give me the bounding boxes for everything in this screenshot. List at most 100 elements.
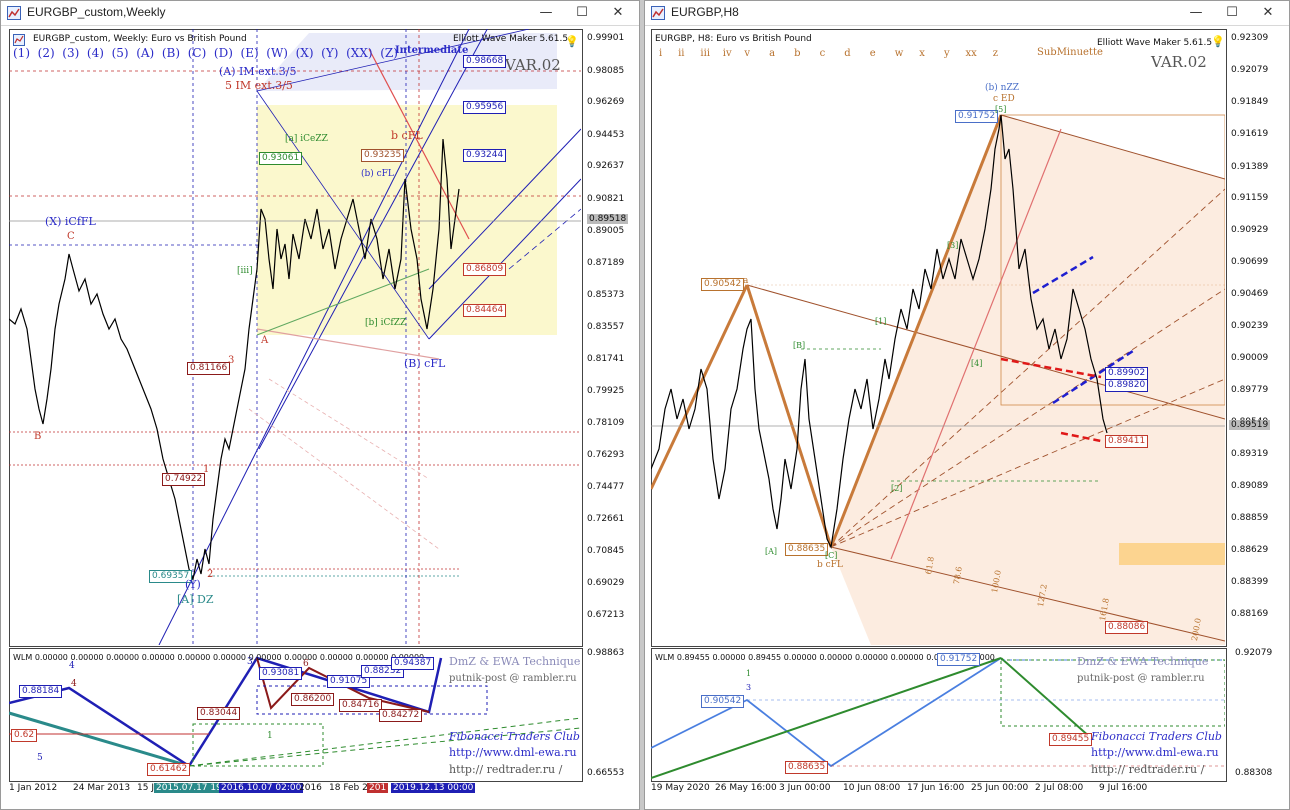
price-tick: 0.90929 (1231, 225, 1269, 235)
wlm-axis-top: 0.98863 (587, 648, 625, 658)
credit-technique: DmZ & EWA Technique (449, 655, 581, 668)
time-tick: 26 May 16:00 (715, 783, 777, 793)
close-button[interactable]: ✕ (612, 5, 624, 20)
indicator-name: Elliott Wave Maker 5.61.5 (1097, 38, 1213, 48)
time-tick: 2015.07.17 19: (154, 783, 227, 793)
wave-btn-d[interactable]: (D) (213, 46, 233, 60)
wave-btn-e[interactable]: (E) (240, 46, 259, 60)
wave-btn-iii[interactable]: iii (700, 48, 711, 59)
price-box: 0.88086 (1105, 621, 1149, 634)
wave-btn-3[interactable]: (3) (62, 46, 80, 60)
wlm-box: 0.84272 (379, 709, 423, 722)
current-price-label: 0.89518 (587, 214, 629, 224)
time-tick: 19 May 2020 (651, 783, 710, 793)
left-time-axis: 1 Jan 2012 24 Mar 2013 15 J 2015.07.17 1… (9, 782, 581, 796)
credit-url-2[interactable]: http:// redtrader.ru / (1091, 763, 1205, 776)
price-tick: 0.89005 (587, 226, 625, 236)
price-tick: 0.89779 (1231, 385, 1269, 395)
wave-label: b cFL (391, 129, 423, 142)
price-box: 0.69357 (149, 570, 193, 583)
right-title-bar[interactable]: EURGBP,H8 — ☐ ✕ (645, 1, 1289, 26)
wave-btn-4[interactable]: (4) (86, 46, 104, 60)
wave-btn-c[interactable]: (C) (187, 46, 207, 60)
wlm-number: 4 (71, 679, 77, 689)
bulb-icon: 💡 (565, 36, 579, 48)
wlm-box: 0.88184 (19, 685, 63, 698)
current-price-label: 0.89519 (1229, 420, 1271, 430)
wlm-box: 0.86200 (291, 693, 335, 706)
credit-url-1[interactable]: http://www.dml-ewa.ru (1091, 746, 1219, 759)
maximize-button[interactable]: ☐ (576, 5, 588, 20)
wave-btn-e[interactable]: e (869, 48, 876, 59)
credit-technique: DmZ & EWA Technique (1077, 655, 1209, 668)
wave-label: 3 (228, 355, 235, 366)
time-tick: 1 Jan 2012 (9, 783, 58, 793)
credit-email: putnik-post @ rambler.ru (449, 673, 577, 684)
price-box: 0.74922 (162, 473, 206, 486)
time-tick: 17 Jun 16:00 (907, 783, 965, 793)
price-tick: 0.85373 (587, 290, 625, 300)
wave-btn-b[interactable]: b (794, 48, 801, 59)
right-price-axis: 0.92309 0.92079 0.91849 0.91619 0.91389 … (1227, 29, 1287, 645)
left-chart-drawing (9, 29, 581, 645)
price-tick: 0.74477 (587, 482, 625, 492)
wave-btn-v[interactable]: v (744, 48, 750, 59)
wave-label: (b) nZZ (985, 83, 1019, 93)
wave-btn-w[interactable]: (W) (266, 46, 288, 60)
wave-btn-xx[interactable]: xx (965, 48, 977, 59)
wave-btn-5[interactable]: (5) (111, 46, 129, 60)
price-tick: 0.67213 (587, 610, 625, 620)
price-box: 0.88635 (785, 543, 829, 556)
chart-header: EURGBP, H8: Euro vs British Pound (655, 34, 812, 44)
wave-btn-d[interactable]: d (844, 48, 851, 59)
maximize-button[interactable]: ☐ (1226, 5, 1238, 20)
wave-btn-b[interactable]: (B) (161, 46, 181, 60)
wave-btn-x[interactable]: (X) (295, 46, 314, 60)
wlm-number: 3 (746, 683, 752, 692)
wave-btn-y[interactable]: (Y) (321, 46, 339, 60)
price-tick: 0.91849 (1231, 97, 1269, 107)
wave-btn-z[interactable]: (Z) (380, 46, 398, 60)
wave-btn-z[interactable]: z (992, 48, 998, 59)
price-box: 0.93235 (361, 149, 405, 162)
price-box: 0.84464 (463, 304, 507, 317)
wave-btn-iv[interactable]: iv (722, 48, 732, 59)
wave-btn-w[interactable]: w (894, 48, 904, 59)
credit-url-1[interactable]: http://www.dml-ewa.ru (449, 746, 577, 759)
price-tick: 0.92079 (1231, 65, 1269, 75)
time-tick: 3 Jun 00:00 (779, 783, 831, 793)
wave-btn-ii[interactable]: ii (678, 48, 685, 59)
wave-label: B (34, 431, 42, 442)
price-box: 0.81166 (187, 362, 231, 375)
wave-btn-1[interactable]: (1) (13, 46, 30, 60)
close-button[interactable]: ✕ (1262, 5, 1274, 20)
wave-label: [C] (825, 551, 838, 560)
minimize-button[interactable]: — (1189, 5, 1203, 20)
price-tick: 0.69029 (587, 578, 625, 588)
time-tick: 25 Jun 00:00 (971, 783, 1029, 793)
wave-btn-i[interactable]: i (659, 48, 663, 59)
price-tick: 0.90469 (1231, 289, 1269, 299)
minimize-button[interactable]: — (539, 5, 553, 20)
left-title-bar[interactable]: EURGBP_custom,Weekly — ☐ ✕ (1, 1, 639, 26)
wave-label: [1] (875, 317, 887, 326)
price-tick: 0.99901 (587, 33, 625, 43)
wlm-indicator-panel[interactable] (651, 648, 1227, 782)
wlm-number: 5 (37, 753, 43, 763)
wave-btn-x[interactable]: x (919, 48, 925, 59)
chart-app-icon (13, 34, 25, 46)
credit-url-2[interactable]: http:// redtrader.ru / (449, 763, 563, 776)
wave-btn-xx[interactable]: (XX) (346, 46, 373, 60)
price-tick: 0.83557 (587, 322, 625, 332)
left-wave-buttons[interactable]: (1) (2) (3) (4) (5) (A) (B) (C) (D) (E) … (13, 46, 398, 60)
bulb-icon: 💡 (1211, 36, 1225, 48)
degree-label: SubMinuette (1037, 47, 1103, 58)
wave-btn-c[interactable]: c (819, 48, 826, 59)
wave-btn-a[interactable]: (A) (136, 46, 155, 60)
wave-btn-2[interactable]: (2) (37, 46, 55, 60)
price-tick: 0.81741 (587, 354, 625, 364)
wave-btn-y[interactable]: y (943, 48, 950, 59)
wave-btn-a[interactable]: a (769, 48, 776, 59)
right-wave-buttons[interactable]: i ii iii iv v a b c d e w x y xx z (659, 48, 998, 59)
price-tick: 0.76293 (587, 450, 625, 460)
